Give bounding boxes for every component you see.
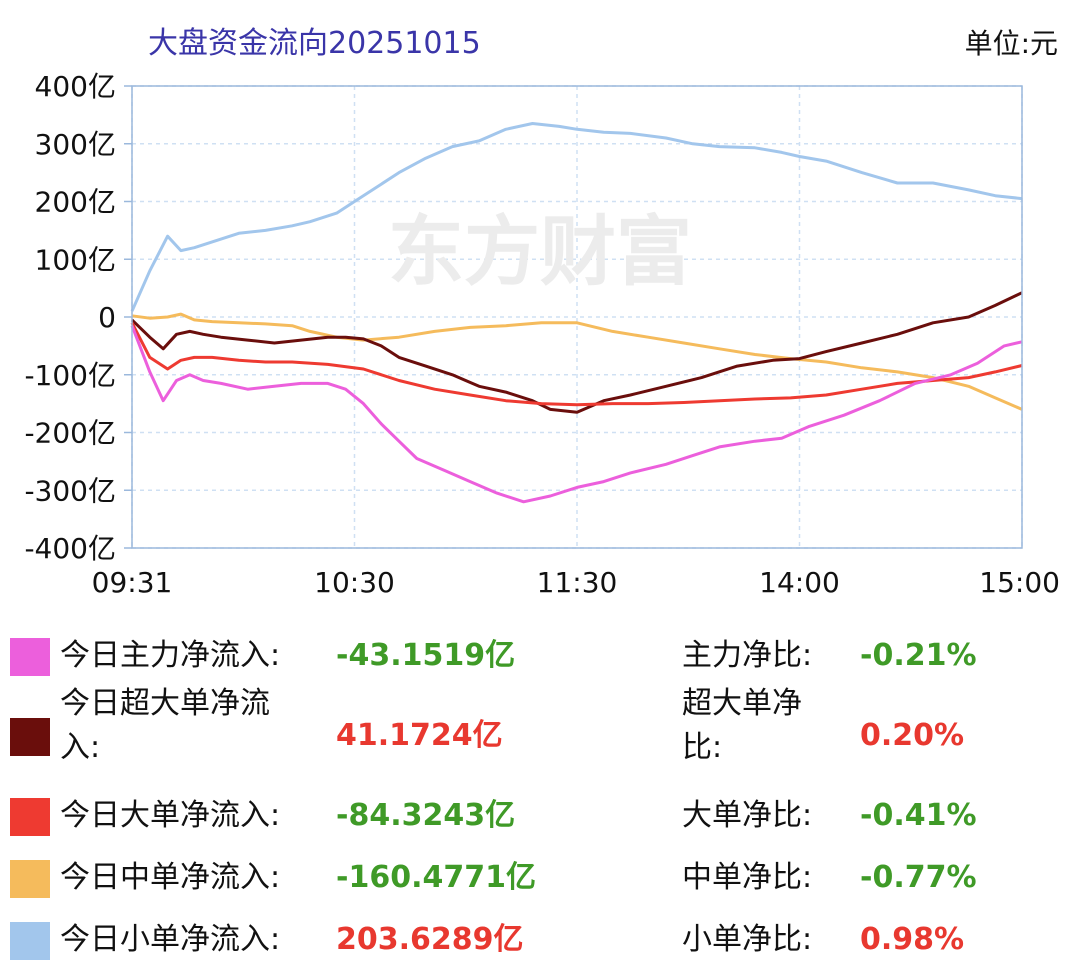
- legend-value: -43.1519亿: [336, 638, 516, 673]
- ratio-label: 小单净比:: [682, 922, 813, 957]
- y-axis-ticks: 400亿 300亿 200亿 100亿 0 -100亿 -200亿 -300亿 -400亿: [24, 70, 132, 565]
- legend-value: -84.3243亿: [336, 798, 516, 833]
- legend-value: 203.6289亿: [336, 922, 524, 957]
- chart-title: 大盘资金流向20251015: [148, 26, 481, 61]
- ratio-label: 超大单净比:: [682, 686, 802, 765]
- y-tick-label: 100亿: [35, 243, 116, 276]
- series-lines: [130, 122, 1023, 504]
- series-line: [130, 322, 1023, 407]
- series-line: [130, 325, 1023, 504]
- ratio-label: 大单净比:: [682, 798, 813, 833]
- x-tick-label: 10:30: [314, 566, 395, 599]
- ratio-value: -0.21%: [860, 638, 977, 673]
- ratio-value: 0.20%: [860, 718, 965, 753]
- series-line: [131, 312, 1023, 411]
- y-tick-label: -200亿: [24, 417, 116, 450]
- legend-value: -160.4771亿: [336, 860, 536, 895]
- legend-label: 今日中单净流入:: [60, 860, 281, 895]
- legend-label: 今日小单净流入:: [60, 922, 281, 957]
- ratio-label: 中单净比:: [682, 860, 813, 895]
- ratio-value: -0.77%: [860, 860, 977, 895]
- y-tick-label: 0: [98, 301, 116, 334]
- series-line: [130, 122, 1023, 312]
- watermark: 东方财富: [388, 207, 692, 296]
- y-tick-label: 300亿: [35, 128, 116, 161]
- ratio-value: 0.98%: [860, 922, 965, 957]
- x-tick-label: 09:31: [92, 566, 173, 599]
- fund-flow-chart: 东方财富 400亿 300亿 200亿 100亿 0 -100亿 -200亿 -300亿 -40…: [24, 70, 1060, 599]
- legend-swatch: [10, 718, 50, 756]
- y-tick-label: 400亿: [35, 70, 116, 103]
- grid: [131, 85, 1023, 549]
- y-tick-label: 200亿: [35, 186, 116, 219]
- series-line: [130, 291, 1023, 414]
- legend-swatch: [10, 798, 50, 836]
- legend-value: 41.1724亿: [336, 718, 503, 753]
- ratio-label: 主力净比:: [682, 638, 813, 673]
- unit-label: 单位:元: [964, 27, 1058, 60]
- y-tick-label: -400亿: [24, 532, 116, 565]
- x-axis-ticks: 09:31 10:30 11:30 14:00 15:00: [92, 566, 1060, 599]
- legend-label: 今日主力净流入:: [60, 638, 281, 673]
- x-tick-label: 11:30: [537, 566, 618, 599]
- x-tick-label: 15:00: [979, 566, 1060, 599]
- legend-swatch: [10, 860, 50, 898]
- y-tick-label: -300亿: [24, 474, 116, 507]
- legend-label: 今日超大单净流入:: [60, 686, 270, 765]
- legend-swatch: [10, 638, 50, 676]
- legend-swatch: [10, 922, 50, 960]
- ratio-value: -0.41%: [860, 798, 977, 833]
- legend-label: 今日大单净流入:: [60, 798, 281, 833]
- y-tick-label: -100亿: [24, 359, 116, 392]
- x-tick-label: 14:00: [759, 566, 840, 599]
